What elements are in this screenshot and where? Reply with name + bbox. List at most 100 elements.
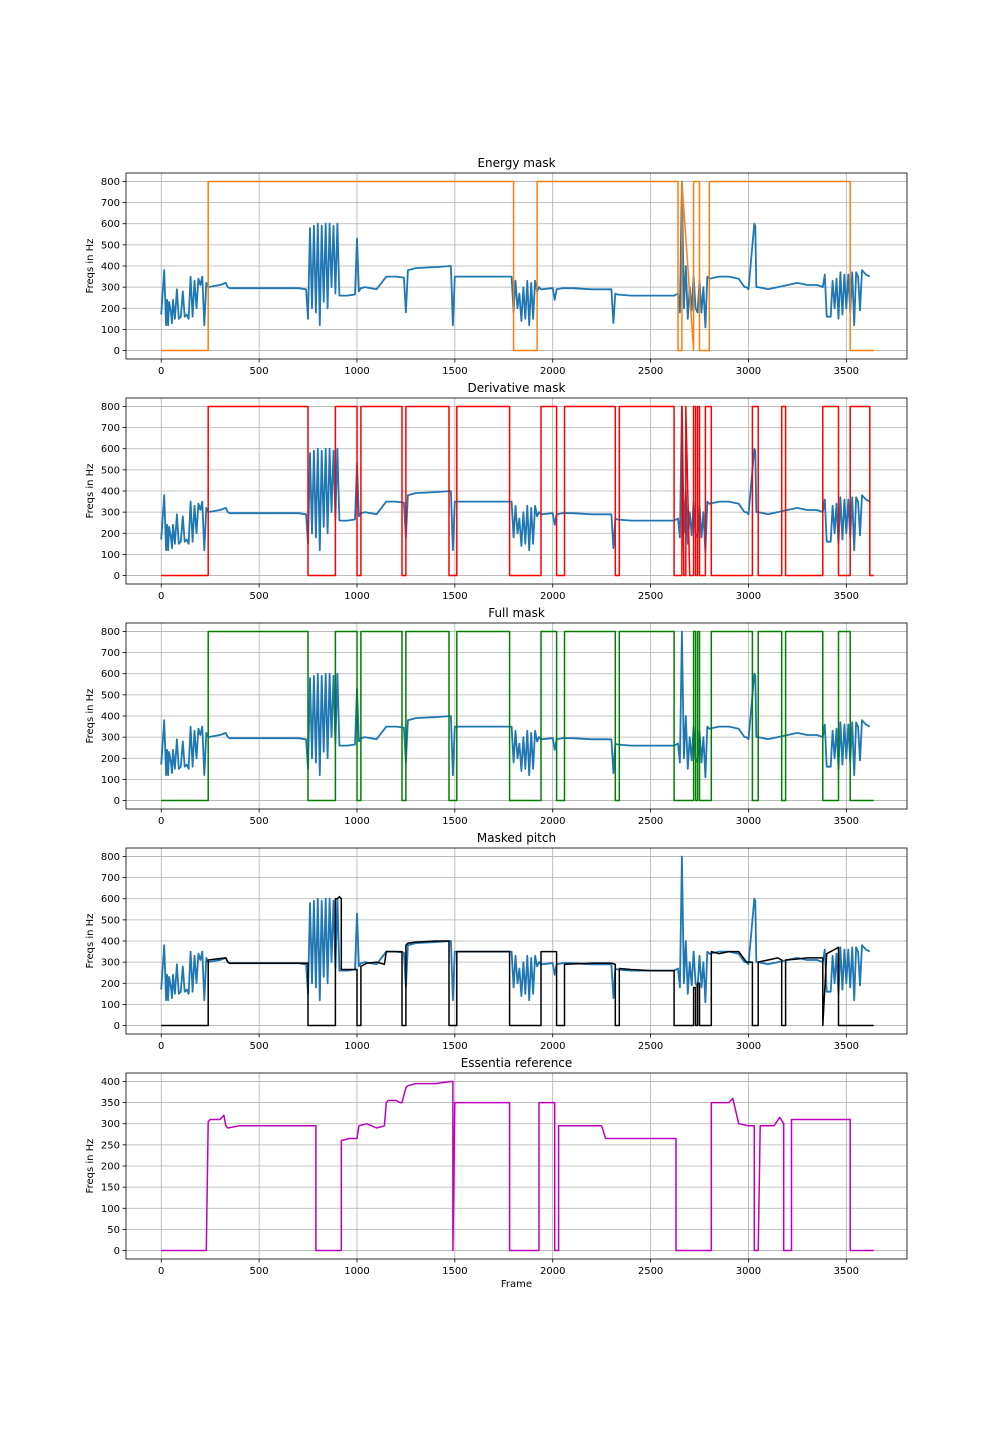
- y-tick-label: 0: [114, 571, 120, 582]
- x-tick-label: 1500: [442, 1041, 467, 1052]
- x-tick-label: 1500: [442, 816, 467, 827]
- y-tick-label: 200: [101, 529, 120, 540]
- x-tick-label: 2000: [540, 816, 565, 827]
- subplot-1: 0 500 1000 1500 2000 2500 3000 3500 0 100 200 300 40…: [85, 156, 908, 377]
- y-axis-label: Freqs in Hz: [85, 914, 96, 969]
- series-line-pitch: [160, 855, 871, 1004]
- x-tick-label: 2500: [638, 591, 663, 602]
- y-tick-label: 500: [101, 465, 120, 476]
- x-tick-label: 3500: [834, 1041, 859, 1052]
- x-tick-label: 0: [158, 816, 164, 827]
- x-axis-label: Frame: [501, 1279, 532, 1290]
- x-tick-label: 3500: [834, 816, 859, 827]
- y-tick-label: 600: [101, 894, 120, 905]
- y-axis-label: Freqs in Hz: [85, 464, 96, 519]
- y-tick-label: 100: [101, 1204, 120, 1215]
- x-tick-label: 2000: [540, 1041, 565, 1052]
- y-tick-label: 600: [101, 669, 120, 680]
- x-tick-label: 0: [158, 591, 164, 602]
- y-tick-label: 200: [101, 979, 120, 990]
- subplot-5: 0 500 1000 1500 2000 2500 3000 3500 0 50 100 150 200…: [85, 1056, 908, 1290]
- y-tick-label: 350: [101, 1098, 120, 1109]
- x-tick-label: 3000: [736, 1041, 761, 1052]
- subplot-title: Essentia reference: [461, 1056, 573, 1070]
- y-tick-label: 600: [101, 444, 120, 455]
- y-tick-label: 300: [101, 283, 120, 294]
- y-tick-label: 700: [101, 648, 120, 659]
- series-line-masked: [161, 895, 874, 1027]
- x-tick-label: 2500: [638, 816, 663, 827]
- y-tick-label: 800: [101, 627, 120, 638]
- x-tick-label: 1000: [344, 366, 369, 377]
- y-tick-label: 700: [101, 873, 120, 884]
- y-tick-label: 500: [101, 915, 120, 926]
- series-line-mask: [161, 630, 874, 802]
- y-tick-label: 800: [101, 402, 120, 413]
- y-axis-label: Freqs in Hz: [85, 689, 96, 744]
- x-tick-label: 1500: [442, 366, 467, 377]
- y-tick-label: 250: [101, 1140, 120, 1151]
- y-tick-label: 700: [101, 198, 120, 209]
- y-tick-label: 0: [114, 796, 120, 807]
- x-tick-label: 3000: [736, 1266, 761, 1277]
- y-tick-label: 100: [101, 325, 120, 336]
- x-tick-label: 1000: [344, 816, 369, 827]
- y-tick-label: 800: [101, 177, 120, 188]
- x-tick-label: 0: [158, 1266, 164, 1277]
- x-tick-label: 3000: [736, 366, 761, 377]
- x-tick-label: 500: [250, 366, 269, 377]
- y-tick-label: 300: [101, 958, 120, 969]
- y-tick-label: 0: [114, 346, 120, 357]
- y-axis-label: Freqs in Hz: [85, 1139, 96, 1194]
- y-tick-label: 400: [101, 1077, 120, 1088]
- x-tick-label: 500: [250, 1266, 269, 1277]
- x-tick-label: 1000: [344, 591, 369, 602]
- x-tick-label: 2500: [638, 366, 663, 377]
- y-tick-label: 200: [101, 1162, 120, 1173]
- y-tick-label: 400: [101, 712, 120, 723]
- x-tick-label: 500: [250, 1041, 269, 1052]
- y-tick-label: 600: [101, 219, 120, 230]
- x-tick-label: 2000: [540, 366, 565, 377]
- subplot-2: 0 500 1000 1500 2000 2500 3000 3500 0 100 200 300 40…: [85, 381, 908, 602]
- x-tick-label: 500: [250, 816, 269, 827]
- y-tick-label: 100: [101, 1000, 120, 1011]
- x-tick-label: 2500: [638, 1041, 663, 1052]
- subplot-title: Full mask: [488, 606, 545, 620]
- y-tick-label: 50: [107, 1225, 120, 1236]
- y-tick-label: 300: [101, 1119, 120, 1130]
- y-tick-label: 100: [101, 550, 120, 561]
- x-tick-label: 3500: [834, 591, 859, 602]
- subplot-3: 0 500 1000 1500 2000 2500 3000 3500 0 100 200 300 40…: [85, 606, 908, 827]
- y-tick-label: 500: [101, 690, 120, 701]
- x-tick-label: 2500: [638, 1266, 663, 1277]
- series-line-pitch: [160, 630, 871, 779]
- x-tick-label: 3000: [736, 591, 761, 602]
- subplot-title: Energy mask: [477, 156, 555, 170]
- y-tick-label: 200: [101, 304, 120, 315]
- subplot-4: 0 500 1000 1500 2000 2500 3000 3500 0 100 200 300 40…: [85, 831, 908, 1052]
- subplot-title: Derivative mask: [468, 381, 566, 395]
- y-tick-label: 300: [101, 508, 120, 519]
- y-tick-label: 800: [101, 852, 120, 863]
- y-tick-label: 150: [101, 1183, 120, 1194]
- y-tick-label: 400: [101, 262, 120, 273]
- x-tick-label: 1000: [344, 1266, 369, 1277]
- x-tick-label: 3000: [736, 816, 761, 827]
- series-line-pitch: [160, 180, 871, 329]
- x-tick-label: 1000: [344, 1041, 369, 1052]
- y-tick-label: 100: [101, 775, 120, 786]
- series-line-mask: [161, 405, 874, 577]
- x-tick-label: 3500: [834, 366, 859, 377]
- y-tick-label: 0: [114, 1021, 120, 1032]
- subplot-title: Masked pitch: [477, 831, 556, 845]
- x-tick-label: 1500: [442, 591, 467, 602]
- x-tick-label: 0: [158, 366, 164, 377]
- x-tick-label: 2000: [540, 591, 565, 602]
- y-axis-label: Freqs in Hz: [85, 239, 96, 294]
- y-tick-label: 0: [114, 1246, 120, 1257]
- y-tick-label: 700: [101, 423, 120, 434]
- series-line-pitch: [160, 405, 871, 554]
- y-tick-label: 300: [101, 733, 120, 744]
